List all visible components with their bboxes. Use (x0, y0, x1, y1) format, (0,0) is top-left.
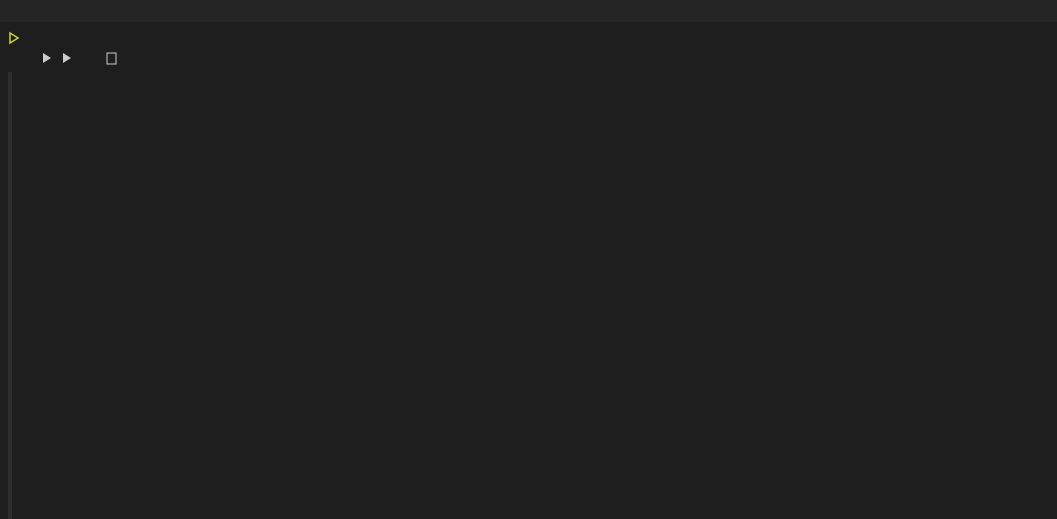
run-below[interactable] (63, 53, 71, 63)
run-button[interactable] (9, 31, 20, 45)
delete-button[interactable] (106, 52, 117, 65)
code-cell (0, 0, 1057, 22)
output-gutter (8, 72, 12, 519)
run-above[interactable] (43, 53, 51, 63)
